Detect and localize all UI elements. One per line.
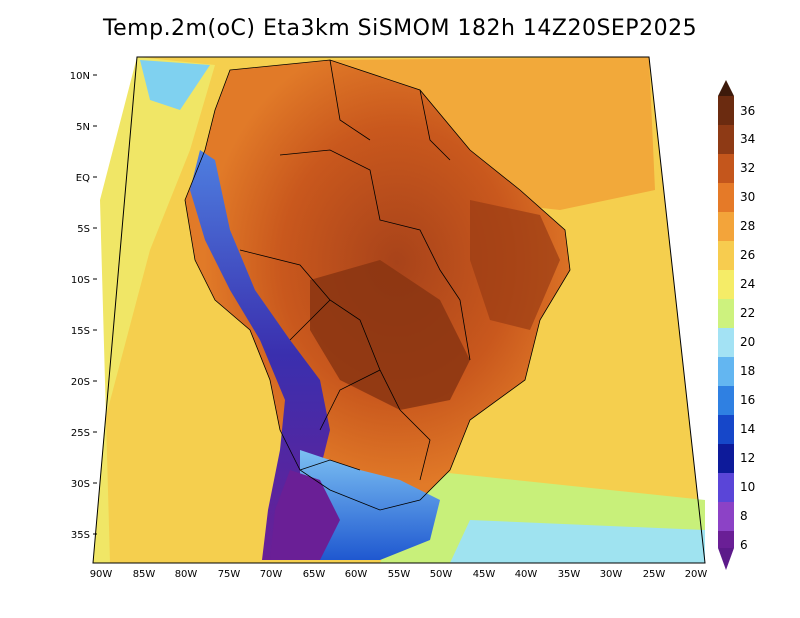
colorbar-swatch-16 [718, 386, 734, 415]
hot-core-region [310, 260, 470, 410]
map-title: Temp.2m(oC) Eta3km SiSMOM 182h 14Z20SEP2… [102, 16, 698, 41]
lat-label-15s: 15S [71, 326, 90, 337]
colorbar-swatch-18 [718, 357, 734, 386]
colorbar-swatch-28 [718, 212, 734, 241]
colorbar-label-6: 6 [740, 538, 748, 552]
lon-label-60w: 60W [345, 569, 368, 580]
lon-label-80w: 80W [175, 569, 198, 580]
lon-label-50w: 50W [430, 569, 453, 580]
colorbar-label-14: 14 [740, 422, 755, 436]
colorbar-label-34: 34 [740, 132, 755, 146]
colorbar-swatch-32 [718, 154, 734, 183]
colorbar-swatch-12 [718, 444, 734, 473]
colorbar-swatch-22 [718, 299, 734, 328]
lon-label-55w: 55W [388, 569, 411, 580]
colorbar: 36 34 32 30 28 26 24 22 20 18 16 14 12 1… [718, 80, 755, 570]
colorbar-label-12: 12 [740, 451, 755, 465]
lon-label-45w: 45W [473, 569, 496, 580]
country-borders [184, 59, 571, 511]
lat-label-5s: 5S [77, 224, 90, 235]
colorbar-swatch-20 [718, 328, 734, 357]
lat-label-25s: 25S [71, 428, 90, 439]
colorbar-label-24: 24 [740, 277, 755, 291]
longitude-axis: 90W 85W 80W 75W 70W 65W 60W 55W 50W 45W … [90, 569, 708, 580]
lon-label-25w: 25W [643, 569, 666, 580]
south-atlantic-band-2 [450, 520, 705, 563]
lat-label-20s: 20S [71, 377, 90, 388]
lon-label-30w: 30W [600, 569, 623, 580]
colorbar-label-20: 20 [740, 335, 755, 349]
colorbar-swatch-14 [718, 415, 734, 444]
map-frame [92, 56, 706, 564]
lon-label-35w: 35W [558, 569, 581, 580]
colorbar-label-32: 32 [740, 161, 755, 175]
lat-label-35s: 35S [71, 530, 90, 541]
southern-cone-core [270, 470, 340, 560]
colorbar-label-16: 16 [740, 393, 755, 407]
lat-label-10n: 10N [70, 71, 90, 82]
hot-core-northeast [470, 200, 560, 330]
lat-label-10s: 10S [71, 275, 90, 286]
colorbar-label-10: 10 [740, 480, 755, 494]
pacific-cool-zone-2 [140, 60, 210, 110]
colorbar-swatch-6 [718, 531, 734, 548]
colorbar-bottom-arrow [718, 548, 734, 570]
lon-label-70w: 70W [260, 569, 283, 580]
colorbar-label-26: 26 [740, 248, 755, 262]
lat-label-5n: 5N [76, 122, 90, 133]
colorbar-label-18: 18 [740, 364, 755, 378]
colorbar-label-36: 36 [740, 104, 755, 118]
colorbar-label-28: 28 [740, 219, 755, 233]
lon-label-75w: 75W [218, 569, 241, 580]
colorbar-swatch-10 [718, 473, 734, 502]
colorbar-swatch-24 [718, 270, 734, 299]
lat-label-30s: 30S [71, 479, 90, 490]
latitude-axis: 10N 5N EQ 5S 10S 15S 20S 25S 30S 35S [70, 71, 97, 541]
colorbar-swatch-30 [718, 183, 734, 212]
andes-cold-ridge [190, 150, 330, 560]
colorbar-label-22: 22 [740, 306, 755, 320]
lon-label-90w: 90W [90, 569, 113, 580]
lat-label-eq: EQ [76, 173, 90, 184]
colorbar-swatch-36 [718, 96, 734, 125]
colorbar-top-arrow [718, 80, 734, 96]
lon-label-85w: 85W [133, 569, 156, 580]
pacific-cool-zone [93, 57, 215, 563]
colorbar-swatch-8 [718, 502, 734, 531]
colorbar-swatch-34 [718, 125, 734, 154]
colorbar-label-8: 8 [740, 509, 748, 523]
lon-label-20w: 20W [685, 569, 708, 580]
lon-label-40w: 40W [515, 569, 538, 580]
lon-label-65w: 65W [303, 569, 326, 580]
southern-cone-cold [300, 450, 440, 560]
colorbar-swatch-26 [718, 241, 734, 270]
colorbar-label-30: 30 [740, 190, 755, 204]
